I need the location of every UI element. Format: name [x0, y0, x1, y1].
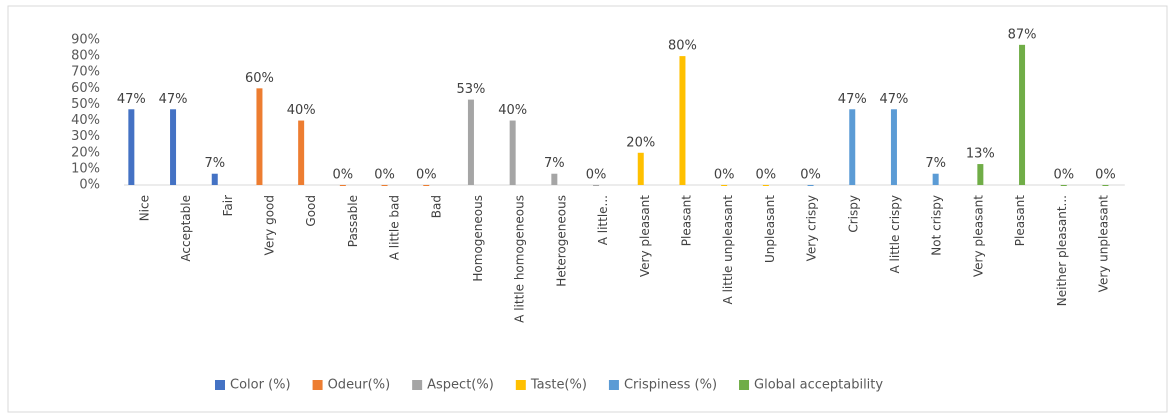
bar	[637, 152, 644, 185]
x-tick-label: A little homogeneous	[513, 195, 527, 323]
x-tick-label: Very good	[262, 195, 276, 255]
legend-label: Global acceptability	[754, 378, 883, 393]
x-tick-label: Very unpleasant	[1096, 195, 1110, 293]
x-tick-label: Neither pleasant...	[1055, 195, 1069, 306]
bar	[381, 185, 388, 186]
x-tick-label: A little crispy	[888, 195, 902, 273]
data-label: 40%	[287, 103, 316, 118]
legend-swatch	[515, 380, 526, 390]
legend-label: Aspect(%)	[427, 378, 494, 393]
data-label: 0%	[333, 168, 354, 183]
x-tick-label: Crispy	[846, 195, 860, 233]
data-label: 0%	[714, 168, 735, 183]
bar	[211, 173, 218, 185]
bar	[762, 185, 769, 186]
legend-label: Taste(%)	[530, 378, 587, 393]
legend-swatch	[608, 380, 619, 390]
legend-swatch	[312, 380, 323, 390]
x-tick-label: Very crispy	[805, 195, 819, 261]
bar	[932, 173, 939, 185]
x-tick-label: A little bad	[388, 195, 402, 260]
x-tick-label: Very pleasant	[638, 195, 652, 277]
data-label: 0%	[586, 168, 607, 183]
bar	[339, 185, 346, 186]
x-tick-label: A little...	[596, 195, 610, 245]
x-tick-label: Pleasant	[1013, 195, 1027, 247]
y-tick-label: 90%	[71, 33, 100, 48]
y-tick-label: 80%	[71, 49, 100, 64]
data-label: 60%	[245, 71, 274, 86]
data-label: 47%	[117, 92, 146, 107]
data-label: 20%	[626, 135, 655, 150]
legend-label: Crispiness (%)	[624, 378, 717, 393]
x-tick-label: Bad	[429, 195, 443, 218]
bar	[1102, 185, 1109, 186]
bar	[423, 185, 430, 186]
legend-swatch	[215, 380, 225, 390]
data-label: 47%	[879, 92, 908, 107]
y-tick-label: 10%	[71, 161, 100, 176]
x-tick-label: Not crispy	[930, 195, 944, 256]
data-label: 0%	[756, 168, 777, 183]
bar	[849, 109, 856, 185]
x-tick-label: Unpleasant	[763, 195, 777, 263]
x-tick-label: Pleasant	[679, 195, 693, 247]
x-tick-label: Fair	[221, 195, 235, 216]
bar	[679, 56, 686, 185]
bar	[1019, 44, 1026, 186]
x-tick-label: Heterogeneous	[554, 195, 568, 287]
bar	[807, 185, 814, 186]
data-label: 0%	[800, 168, 821, 183]
legend-label: Odeur(%)	[328, 378, 391, 393]
bar	[467, 99, 474, 185]
bar	[256, 88, 263, 185]
data-label: 7%	[204, 156, 225, 171]
data-label: 0%	[1053, 168, 1074, 183]
bar	[170, 109, 177, 185]
y-tick-label: 70%	[71, 65, 100, 80]
bar	[721, 185, 728, 186]
legend-swatch	[739, 380, 750, 390]
y-tick-label: 60%	[71, 81, 100, 96]
data-label: 87%	[1008, 27, 1037, 42]
data-label: 53%	[456, 82, 485, 97]
bar	[298, 120, 305, 185]
bar	[551, 173, 558, 185]
x-tick-label: Homogeneous	[471, 195, 485, 282]
legend-swatch	[412, 380, 423, 390]
data-label: 0%	[374, 168, 395, 183]
legend-label: Color (%)	[230, 378, 291, 393]
y-tick-label: 50%	[71, 97, 100, 112]
data-label: 80%	[668, 39, 697, 54]
data-label: 0%	[1095, 168, 1116, 183]
bar	[509, 120, 516, 185]
data-label: 7%	[544, 156, 565, 171]
x-tick-label: Nice	[137, 195, 151, 221]
x-tick-label: Passable	[346, 195, 360, 247]
y-tick-label: 0%	[79, 178, 100, 193]
data-label: 47%	[838, 92, 867, 107]
x-tick-label: Very pleasant	[971, 195, 985, 277]
bar	[890, 109, 897, 185]
data-label: 13%	[966, 147, 995, 162]
x-tick-label: Good	[304, 195, 318, 227]
bar	[1060, 185, 1067, 186]
y-tick-label: 20%	[71, 145, 100, 160]
data-label: 40%	[498, 103, 527, 118]
data-label: 7%	[925, 156, 946, 171]
chart-border	[7, 5, 1168, 413]
y-tick-label: 30%	[71, 129, 100, 144]
bar	[593, 185, 600, 186]
x-tick-label: Acceptable	[179, 195, 193, 262]
bar	[128, 109, 135, 185]
bar	[977, 164, 984, 185]
data-label: 47%	[159, 92, 188, 107]
x-tick-label: A little unpleasant	[721, 195, 735, 305]
data-label: 0%	[416, 168, 437, 183]
y-tick-label: 40%	[71, 113, 100, 128]
